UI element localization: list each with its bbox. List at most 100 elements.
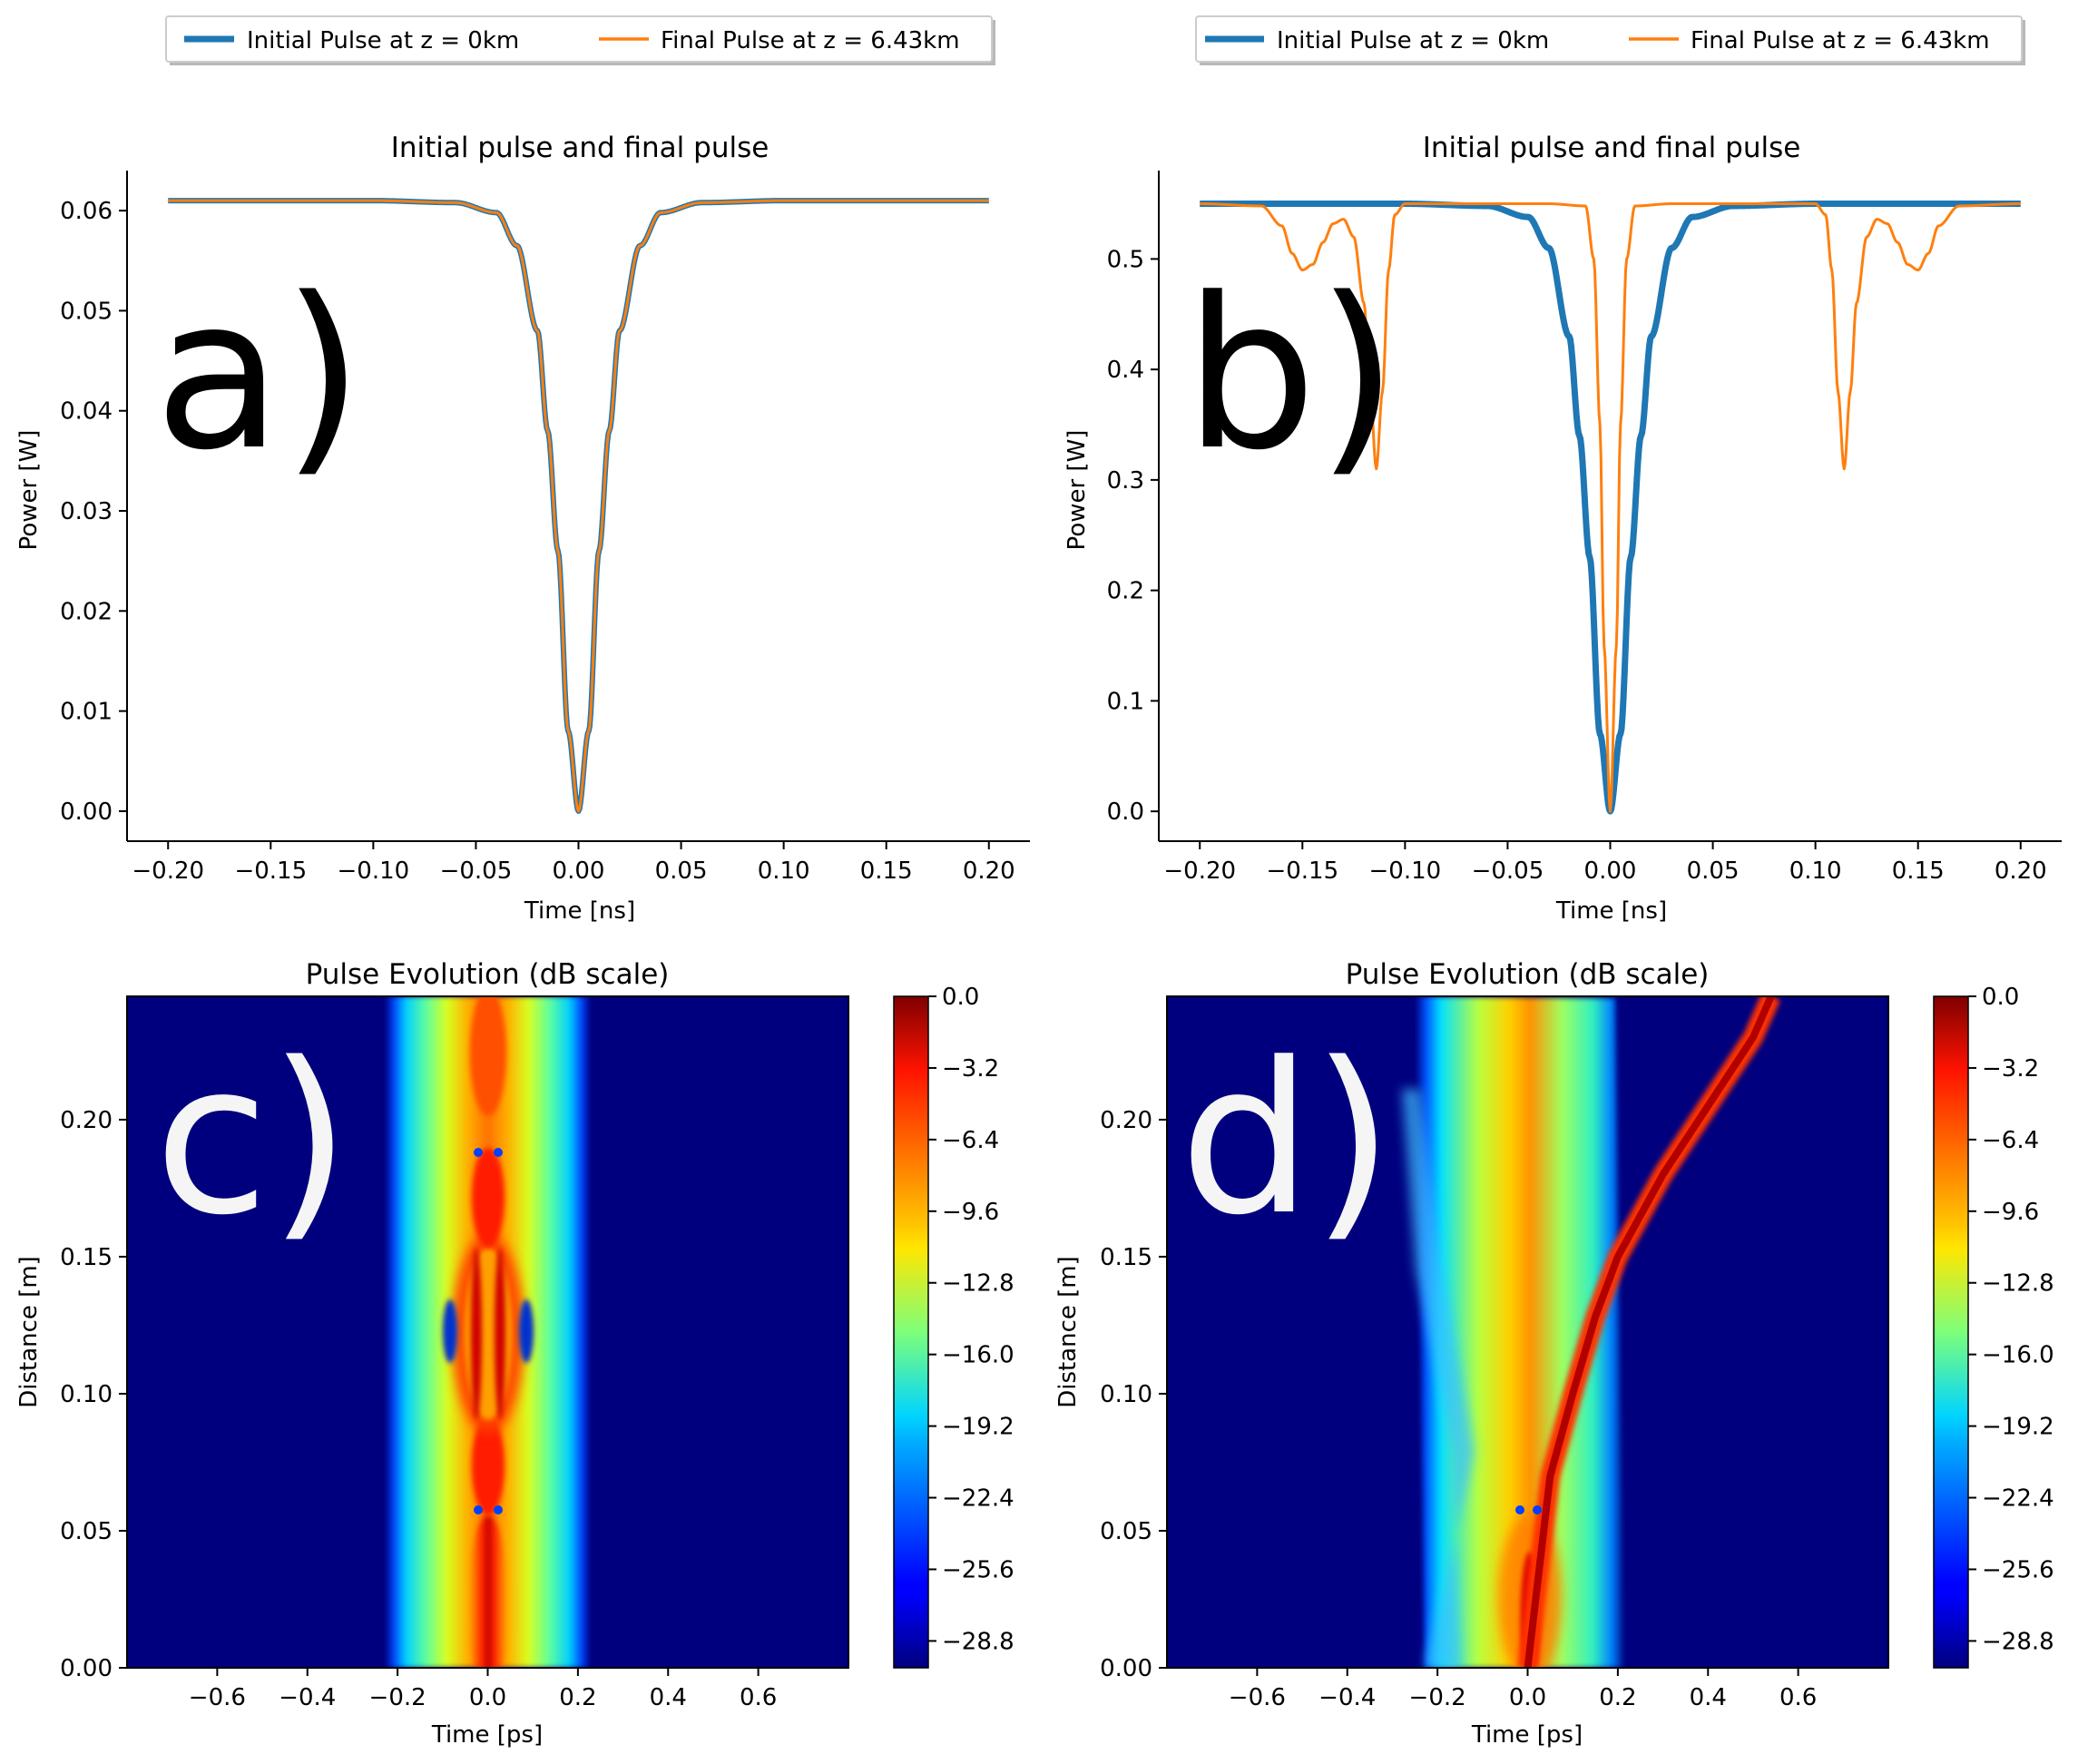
panel-d-xlabel: Time [ps] (1471, 1721, 1583, 1749)
x-tick-label: 0.15 (860, 858, 913, 885)
x-tick-label: 0.00 (1584, 858, 1637, 885)
y-tick-label: 0.20 (1100, 1107, 1152, 1134)
y-tick-label: 0.5 (1107, 246, 1144, 273)
colorbar-tick-label: −12.8 (942, 1270, 1014, 1298)
x-tick-label: 0.6 (1779, 1684, 1817, 1711)
panel-c-xlabel: Time [ps] (431, 1721, 543, 1749)
y-tick-label: 0.06 (60, 198, 113, 225)
colorbar-tick-label: 0.0 (1982, 984, 2019, 1011)
x-tick-label: 0.00 (553, 858, 605, 885)
colorbar-tick-label: 0.0 (942, 984, 979, 1011)
panel-d-ylabel: Distance [m] (1054, 1256, 1082, 1408)
legend-a: Initial Pulse at z = 0km Final Pulse at … (165, 15, 995, 65)
x-tick-label: −0.2 (1409, 1684, 1466, 1711)
y-tick-label: 0.20 (60, 1107, 113, 1134)
x-tick-label: 0.0 (1509, 1684, 1546, 1711)
y-tick-label: 0.2 (1107, 578, 1144, 605)
colorbar-tick-label: −16.0 (942, 1342, 1014, 1369)
panel-d-title: Pulse Evolution (dB scale) (1346, 958, 1710, 991)
y-tick-label: 0.00 (60, 1655, 113, 1682)
y-tick-label: 0.01 (60, 699, 113, 726)
panel-c-xticks: −0.6 −0.4 −0.2 0.0 0.2 0.4 0.6 (189, 1668, 777, 1711)
panel-b-title: Initial pulse and final pulse (1423, 132, 1801, 164)
panel-b-xticks: −0.20 −0.15 −0.10 −0.05 0.00 0.05 0.10 0.15 0.20 (1163, 841, 2047, 885)
x-tick-label: −0.15 (234, 858, 307, 885)
panel-a-title: Initial pulse and final pulse (391, 132, 769, 164)
colorbar-tick-label: −16.0 (1982, 1342, 2054, 1369)
colorbar-tick-label: −6.4 (942, 1127, 999, 1154)
panel-b-xlabel: Time [ns] (1555, 897, 1667, 925)
x-tick-label: 0.05 (655, 858, 708, 885)
colorbar-tick-label: −9.6 (942, 1199, 999, 1226)
x-tick-label: 0.20 (1995, 858, 2047, 885)
final-pulse-line (167, 199, 990, 813)
panel-d-label: d) (1180, 1019, 1394, 1261)
panel-d-colorbar (1934, 996, 1968, 1668)
y-tick-label: 0.00 (60, 799, 113, 826)
x-tick-label: −0.6 (1229, 1684, 1286, 1711)
colorbar-tick-label: −25.6 (942, 1556, 1014, 1583)
panel-d-heatmap (1167, 996, 1888, 1668)
legend-label-final: Final Pulse at z = 6.43km (661, 27, 960, 54)
x-tick-label: 0.10 (1789, 858, 1842, 885)
x-tick-label: 0.4 (1690, 1684, 1727, 1711)
legend-label-initial: Initial Pulse at z = 0km (1277, 27, 1549, 54)
panel-c-title: Pulse Evolution (dB scale) (306, 958, 670, 991)
y-tick-label: 0.0 (1107, 799, 1144, 826)
y-tick-label: 0.02 (60, 598, 113, 625)
x-tick-label: 0.2 (1599, 1684, 1636, 1711)
panel-b-label: b) (1184, 254, 1398, 496)
y-tick-label: 0.10 (60, 1381, 113, 1408)
panel-b-yticks: 0.0 0.1 0.2 0.3 0.4 0.5 (1107, 246, 1159, 826)
panel-c-heatmap (127, 996, 848, 1668)
x-tick-label: 0.15 (1892, 858, 1945, 885)
x-tick-label: −0.05 (1472, 858, 1544, 885)
colorbar-tick-label: −3.2 (1982, 1055, 2039, 1083)
y-tick-label: 0.05 (60, 298, 113, 325)
colorbar-tick-label: −25.6 (1982, 1556, 2054, 1583)
panel-c-label: c) (154, 1019, 350, 1261)
x-tick-label: −0.10 (1369, 858, 1442, 885)
colorbar-tick-label: −22.4 (1982, 1485, 2054, 1513)
panel-a: Initial pulse and final pulse Time [ns] … (15, 132, 1030, 925)
panel-a-xlabel: Time [ns] (524, 897, 635, 925)
y-tick-label: 0.3 (1107, 467, 1144, 495)
x-tick-label: −0.6 (189, 1684, 246, 1711)
colorbar-tick-label: −9.6 (1982, 1199, 2039, 1226)
panel-a-ylabel: Power [W] (15, 430, 43, 551)
colorbar-tick-label: −28.8 (942, 1628, 1014, 1655)
x-tick-label: −0.2 (369, 1684, 426, 1711)
panel-c-ylabel: Distance [m] (15, 1256, 43, 1408)
x-tick-label: −0.4 (1318, 1684, 1376, 1711)
x-tick-label: −0.20 (132, 858, 204, 885)
x-tick-label: −0.15 (1266, 858, 1338, 885)
x-tick-label: 0.0 (469, 1684, 506, 1711)
panel-c-colorbar (894, 996, 928, 1668)
panel-b: Initial pulse and final pulse Time [ns] … (1064, 132, 2062, 925)
colorbar-tick-label: −19.2 (1982, 1414, 2054, 1441)
x-tick-label: 0.20 (963, 858, 1015, 885)
x-tick-label: 0.4 (650, 1684, 687, 1711)
panel-c: Pulse Evolution (dB scale) −0.6 −0.4 −0.2 0… (15, 958, 1014, 1749)
y-tick-label: 0.15 (1100, 1244, 1152, 1271)
panel-c-colorbar-ticks: 0.0 −3.2 −6.4 −9.6 −12.8 −16.0 −19.2 −22.4 −25.6… (928, 984, 1014, 1655)
panel-a-xticks: −0.20 −0.15 −0.10 −0.05 0.00 0.05 0.10 0.15 0.20 (132, 841, 1015, 885)
panel-a-label: a) (154, 254, 364, 496)
y-tick-label: 0.10 (1100, 1381, 1152, 1408)
x-tick-label: −0.4 (279, 1684, 336, 1711)
x-tick-label: 0.10 (758, 858, 810, 885)
y-tick-label: 0.15 (60, 1244, 113, 1271)
panel-b-series (1197, 201, 2024, 815)
y-tick-label: 0.4 (1107, 357, 1144, 384)
panel-c-yticks: 0.00 0.05 0.10 0.15 0.20 (60, 1107, 127, 1682)
colorbar-tick-label: −12.8 (1982, 1270, 2054, 1298)
legend-b: Initial Pulse at z = 0km Final Pulse at … (1195, 15, 2025, 65)
x-tick-label: 0.05 (1687, 858, 1740, 885)
panel-a-series (166, 198, 991, 814)
colorbar-tick-label: −19.2 (942, 1414, 1014, 1441)
panel-d-xticks: −0.6 −0.4 −0.2 0.0 0.2 0.4 0.6 (1229, 1668, 1817, 1711)
legend-label-initial: Initial Pulse at z = 0km (247, 27, 519, 54)
panel-d-yticks: 0.00 0.05 0.10 0.15 0.20 (1100, 1107, 1167, 1682)
y-tick-label: 0.05 (1100, 1518, 1152, 1545)
final-pulse-line (1199, 202, 2022, 813)
